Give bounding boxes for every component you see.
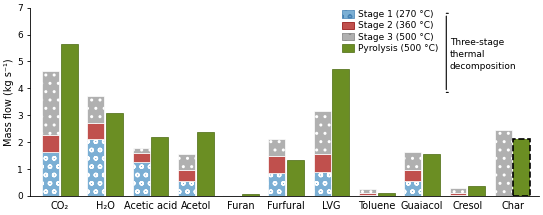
Bar <box>468 186 485 196</box>
Bar <box>314 154 331 172</box>
Bar <box>132 162 149 196</box>
Bar <box>314 172 331 196</box>
Bar <box>268 140 286 156</box>
Bar <box>450 195 466 196</box>
Bar <box>378 193 395 196</box>
Bar <box>87 97 104 123</box>
Bar <box>178 170 195 181</box>
Bar <box>359 189 376 193</box>
Bar <box>178 181 195 196</box>
Bar <box>404 170 421 181</box>
Bar <box>495 130 512 196</box>
Legend: Stage 1 (270 °C), Stage 2 (360 °C), Stage 3 (500 °C), Pyrolysis (500 °C): Stage 1 (270 °C), Stage 2 (360 °C), Stag… <box>340 8 440 55</box>
Bar <box>268 173 286 196</box>
Bar <box>332 69 349 196</box>
Bar <box>268 156 286 173</box>
Bar <box>197 132 213 196</box>
Bar <box>287 160 304 196</box>
Bar <box>514 140 531 196</box>
Y-axis label: Mass flow (kg s⁻¹): Mass flow (kg s⁻¹) <box>4 58 14 146</box>
Bar <box>42 135 59 152</box>
Bar <box>87 123 104 140</box>
Bar <box>423 154 440 196</box>
Bar <box>404 181 421 196</box>
Bar <box>178 154 195 170</box>
Bar <box>151 137 168 196</box>
Bar <box>404 152 421 170</box>
Bar <box>359 195 376 196</box>
Text: Three-stage
thermal
decomposition: Three-stage thermal decomposition <box>450 38 516 71</box>
Bar <box>87 140 104 196</box>
Bar <box>450 188 466 193</box>
Bar <box>223 195 240 196</box>
Bar <box>314 111 331 154</box>
Bar <box>42 71 59 135</box>
Bar <box>132 153 149 162</box>
Bar <box>450 193 466 195</box>
Bar <box>242 194 259 196</box>
Bar <box>42 152 59 196</box>
Bar <box>61 44 78 196</box>
Bar <box>106 113 123 196</box>
Bar <box>359 193 376 195</box>
Bar <box>132 147 149 153</box>
